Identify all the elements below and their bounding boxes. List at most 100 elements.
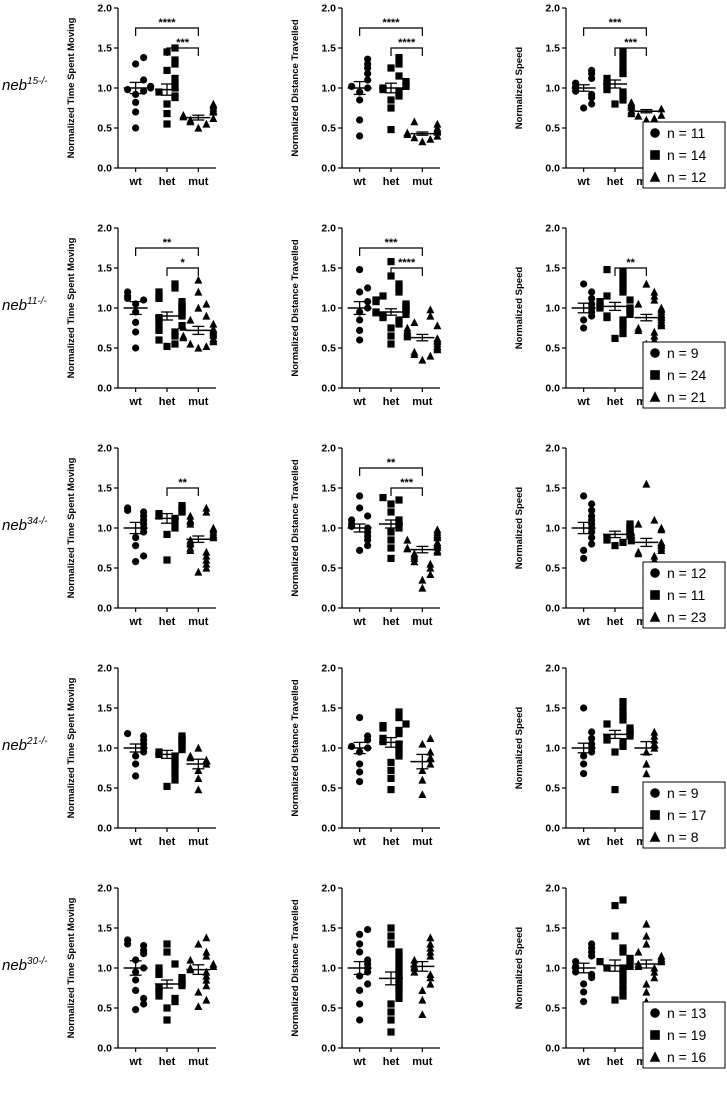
y-tick-label: 1.0 [545, 963, 560, 975]
data-point-square [395, 288, 403, 296]
x-tick-label: het [383, 836, 400, 848]
sample-size-legend: n = 9 n = 24 n = 21 [642, 341, 726, 409]
y-axis-label: Normalized Speed [514, 47, 525, 130]
data-point-triangle [209, 319, 218, 328]
data-point-circle [348, 82, 356, 90]
data-point-square [395, 968, 403, 976]
data-point-triangle [403, 535, 412, 544]
x-tick-label: het [607, 616, 624, 628]
data-point-square [395, 284, 403, 292]
data-point-square [379, 292, 387, 300]
data-point-square [395, 88, 403, 96]
data-point-triangle [642, 279, 651, 288]
data-point-square [395, 956, 403, 964]
scatter-panel: 0.0 0.5 1.0 1.5 2.0 wt het mut Normalized Distan… [290, 883, 440, 1068]
data-point-circle [588, 512, 596, 520]
data-point-triangle [634, 111, 643, 120]
y-tick-label: 1.0 [321, 83, 336, 95]
data-point-triangle [426, 939, 435, 948]
data-point-triangle [657, 303, 666, 312]
data-point-triangle [179, 331, 188, 340]
data-point-triangle [433, 131, 442, 140]
data-point-triangle [418, 790, 427, 798]
data-point-square [178, 732, 186, 740]
data-point-triangle [634, 299, 643, 308]
y-tick-label: 2.0 [321, 223, 336, 235]
data-point-circle [140, 296, 148, 304]
data-point-triangle [650, 327, 659, 336]
data-point-square [395, 980, 403, 988]
data-point-square [387, 508, 395, 516]
data-point-circle [124, 86, 132, 94]
gene-row-label: neb11-/- [2, 296, 48, 314]
data-point-square [619, 272, 627, 280]
data-point-square [626, 304, 634, 312]
y-tick-label: 0.0 [97, 383, 112, 395]
data-point-triangle [194, 303, 203, 312]
data-point-triangle [642, 759, 651, 768]
y-axis-label: Normalized Speed [514, 707, 525, 790]
y-tick-label: 2.0 [545, 443, 560, 455]
data-point-square [155, 510, 163, 518]
data-point-circle [580, 324, 588, 332]
data-point-circle [356, 760, 364, 768]
data-point-triangle [410, 347, 419, 356]
data-point-circle [588, 288, 596, 296]
data-point-circle [580, 980, 588, 988]
y-axis-label: Normalized Time Spent Moving [66, 897, 77, 1038]
significance-label: *** [176, 37, 190, 49]
data-point-square [619, 712, 627, 720]
data-point-square [626, 296, 634, 304]
data-point-square [395, 92, 403, 100]
legend-n-label: n = 23 [667, 609, 707, 625]
data-point-triangle [418, 766, 427, 774]
y-tick-label: 0.5 [97, 343, 112, 355]
legend-n-label: n = 9 [667, 785, 699, 801]
data-point-circle [588, 66, 596, 74]
data-point-square [619, 964, 627, 972]
data-point-triangle [194, 774, 203, 782]
data-point-triangle [657, 111, 666, 119]
data-point-circle [132, 752, 140, 760]
data-point-square [619, 288, 627, 296]
data-point-square [171, 760, 179, 768]
data-point-triangle [418, 986, 427, 994]
data-point-square [626, 724, 634, 732]
data-point-triangle [433, 334, 442, 342]
data-point-triangle [642, 769, 651, 778]
data-point-triangle [627, 527, 636, 536]
x-tick-label: mut [412, 616, 433, 628]
data-point-triangle [410, 955, 419, 964]
y-tick-label: 2.0 [321, 3, 336, 15]
data-point-square [155, 314, 163, 322]
data-point-square [387, 1016, 395, 1024]
legend-n-label: n = 19 [667, 1027, 707, 1043]
data-point-triangle [202, 119, 211, 128]
data-point-square [163, 556, 171, 564]
data-point-circle [580, 104, 588, 112]
data-point-triangle [650, 727, 659, 736]
x-tick-label: mut [188, 836, 209, 848]
scatter-panel: 0.0 0.5 1.0 1.5 2.0 wt het mut Normalized Time S… [66, 883, 218, 1068]
y-tick-label: 0.0 [545, 603, 560, 615]
data-point-triangle [179, 111, 188, 119]
x-tick-label: wt [353, 176, 367, 188]
y-tick-label: 1.0 [545, 523, 560, 535]
data-point-square [395, 60, 403, 68]
data-point-square [603, 964, 611, 972]
data-point-triangle [418, 1010, 427, 1018]
data-point-square [395, 496, 403, 504]
data-point-circle [132, 90, 140, 98]
significance-bracket [390, 487, 423, 496]
y-tick-label: 0.5 [545, 343, 560, 355]
data-point-triangle [186, 315, 195, 324]
data-point-square [395, 320, 403, 328]
data-point-circle [588, 100, 596, 108]
data-point-circle [364, 542, 372, 550]
data-point-circle [356, 288, 364, 296]
data-point-square [395, 708, 403, 716]
data-point-square [178, 502, 186, 510]
y-tick-label: 0.0 [321, 163, 336, 175]
data-point-circle [132, 986, 140, 995]
